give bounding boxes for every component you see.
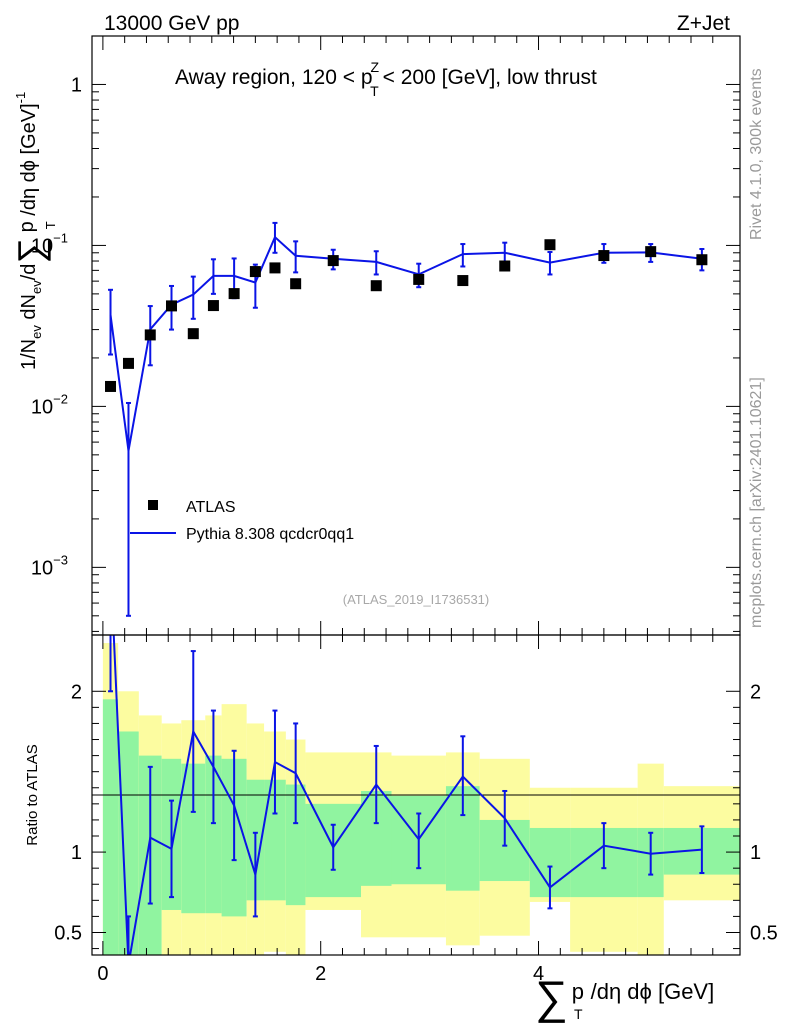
- atlas-data-point: [413, 273, 425, 285]
- energy-label: 13000 GeV pp: [104, 12, 239, 35]
- legend-data-label: ATLAS: [186, 499, 236, 516]
- region-title-main: Away region, 120 < p: [175, 66, 373, 89]
- ratio-axis-ticks: 0.5 0.5 1 1 2 2: [54, 635, 778, 955]
- ratio-band-inner: [285, 784, 306, 906]
- ratio-band-inner: [264, 779, 286, 901]
- main-y-tick-label: 10−3: [31, 552, 68, 579]
- atlas-data-point: [499, 260, 511, 272]
- atlas-data-point: [269, 262, 281, 274]
- x-tick-label: 0: [97, 963, 108, 985]
- atlas-data-point: [598, 250, 610, 262]
- process-label: Z+Jet: [677, 12, 730, 35]
- atlas-data-point: [290, 278, 302, 290]
- atlas-data-point: [187, 328, 199, 340]
- ratio-band-inner: [181, 763, 206, 914]
- ratio-y-tick-label-right: 1: [750, 842, 761, 864]
- main-y-tick-label: 1: [71, 74, 82, 96]
- main-axis-ticks: 1 10−1 10−2 10−3: [31, 35, 740, 635]
- atlas-data-point: [228, 288, 240, 300]
- main-y-tick-label: 10−2: [31, 391, 68, 418]
- main-data-marks: [105, 221, 708, 617]
- atlas-data-point: [457, 275, 469, 287]
- atlas-data-point: [696, 254, 708, 266]
- atlas-data-point: [327, 255, 339, 267]
- x-tick-labels: 0 2 4: [97, 963, 544, 985]
- atlas-data-point: [122, 357, 134, 369]
- x-tick-label: 2: [315, 963, 326, 985]
- rivet-label: Rivet 4.1.0, 300k events: [748, 68, 765, 240]
- ratio-band-inner: [102, 699, 119, 955]
- analysis-id: (ATLAS_2019_I1736531): [343, 592, 489, 607]
- atlas-data-point: [645, 246, 657, 258]
- ratio-y-tick-label: 2: [71, 681, 82, 703]
- ratio-uncertainty-bands: [102, 643, 740, 955]
- atlas-data-point: [166, 300, 178, 312]
- region-title-sub: T: [370, 83, 379, 99]
- main-y-tick-label: 10−1: [31, 230, 68, 257]
- atlas-data-point: [544, 239, 556, 251]
- atlas-data-point: [249, 266, 261, 278]
- atlas-data-point: [207, 300, 219, 312]
- mcplots-label: mcplots.cern.ch [arXiv:2401.10621]: [748, 377, 765, 628]
- ratio-y-tick-label-right: 0.5: [750, 922, 778, 944]
- ratio-frame: [91, 634, 741, 956]
- ratio-series-line: [112, 635, 702, 955]
- atlas-data-point: [370, 280, 382, 292]
- region-title-sup: Z: [371, 59, 380, 75]
- ratio-y-tick-label: 0.5: [54, 922, 82, 944]
- ratio-panel: 0.5 0.5 1 1 2 2: [54, 634, 778, 956]
- region-title: Away region, 120 < pZ T< 200 [GeV], low t…: [175, 59, 597, 99]
- main-panel: 1 10−1 10−2 10−3 Away region, 120 < pZ T< 20…: [31, 35, 741, 636]
- ratio-y-tick-label: 1: [71, 842, 82, 864]
- legend-data-marker: [148, 500, 158, 510]
- atlas-data-point: [105, 380, 117, 392]
- ratio-y-axis-label: Ratio to ATLAS: [24, 744, 41, 845]
- x-axis-label: ∑ p T/dη dϕ [GeV]: [535, 971, 714, 1023]
- ratio-series-group: [108, 635, 705, 955]
- ratio-y-tick-label-right: 2: [750, 681, 761, 703]
- atlas-data-point: [144, 329, 156, 341]
- ratio-data-marks: [108, 635, 705, 955]
- region-title-tail: < 200 [GeV], low thrust: [383, 66, 597, 89]
- legend-mc-label: Pythia 8.308 qcdcr0qq1: [186, 526, 354, 543]
- x-tick-label: 4: [533, 963, 544, 985]
- ratio-band-inner: [118, 731, 139, 955]
- mc-series-line: [109, 235, 703, 451]
